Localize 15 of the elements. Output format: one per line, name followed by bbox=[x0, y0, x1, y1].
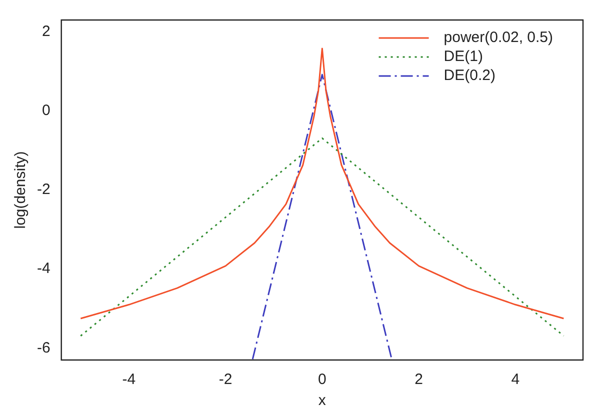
y-tick-label: 2 bbox=[42, 23, 50, 40]
y-axis-title: log(density) bbox=[12, 151, 30, 229]
x-axis-title: x bbox=[318, 392, 326, 410]
x-tick-label: -4 bbox=[122, 371, 136, 388]
y-tick-label: -2 bbox=[36, 181, 50, 198]
legend-label: DE(1) bbox=[444, 48, 483, 66]
x-tick-label: 4 bbox=[511, 371, 520, 388]
y-tick-label: -4 bbox=[36, 260, 50, 278]
legend-label: DE(0.2) bbox=[444, 67, 496, 84]
y-tick-label: 0 bbox=[42, 102, 50, 120]
y-tick-label: -6 bbox=[36, 339, 50, 356]
x-tick-label: 0 bbox=[318, 371, 326, 388]
x-tick-label: -2 bbox=[218, 371, 232, 388]
legend-label: power(0.02, 0.5) bbox=[444, 29, 554, 46]
x-tick-label: 2 bbox=[414, 371, 423, 388]
